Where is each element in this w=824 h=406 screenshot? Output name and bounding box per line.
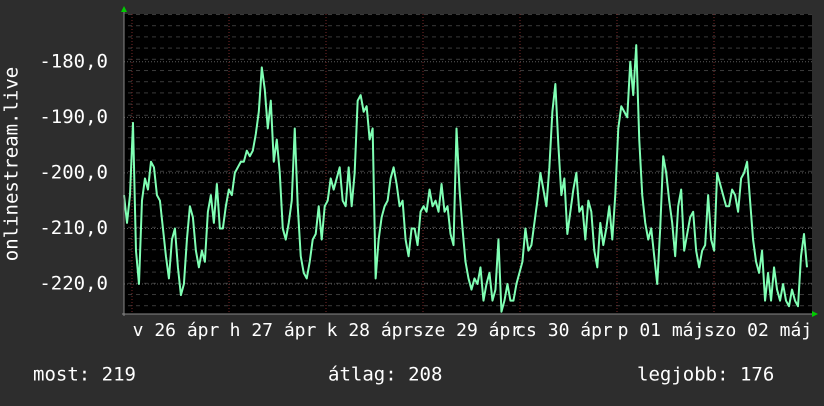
series-line: [123, 44, 808, 313]
y-tick-label: -180,0: [39, 50, 108, 72]
y-tick-label: -220,0: [39, 273, 108, 295]
x-tick-label: p 01 máj: [618, 320, 705, 341]
x-tick-label: szo 02 máj: [704, 320, 812, 341]
minor-grid: [124, 14, 812, 314]
stat-average: átlag: 208: [328, 364, 442, 386]
x-tick-label: k 28 ápr: [327, 320, 414, 341]
x-tick-label: h 27 ápr: [230, 320, 317, 341]
y-axis-title: onlinestream.live: [1, 67, 23, 261]
x-tick-label: cs 30 ápr: [515, 320, 613, 341]
y-tick-label: -200,0: [39, 161, 108, 183]
x-tick-label: v 26 ápr: [133, 320, 220, 341]
x-arrow: [812, 311, 818, 317]
stat-best: legjobb: 176: [637, 364, 774, 386]
stat-current: most: 219: [33, 364, 136, 386]
x-tick-label: sze 29 ápr: [413, 320, 522, 341]
y-tick-label: -210,0: [39, 217, 108, 239]
y-arrow: [121, 6, 127, 12]
y-tick-label: -190,0: [39, 106, 108, 128]
